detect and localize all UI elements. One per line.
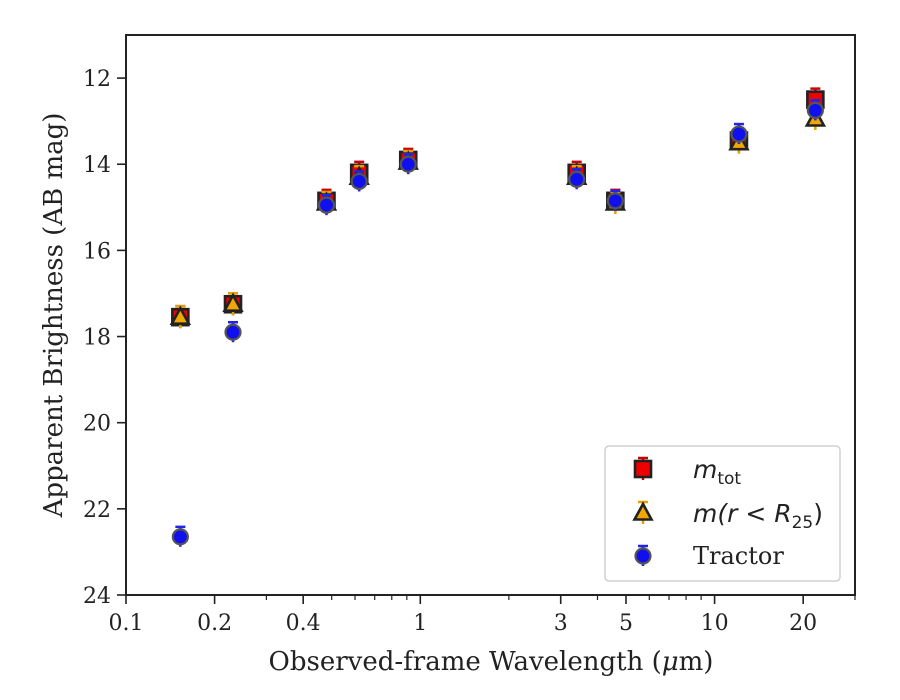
y-tick-label: 16 (83, 239, 111, 264)
legend-item: mtot (633, 455, 741, 489)
x-tick-label: 1 (413, 611, 427, 636)
x-tick-label: 10 (701, 611, 729, 636)
plot-frame (125, 34, 856, 596)
legend-circle (634, 547, 652, 565)
data-point (568, 168, 586, 190)
data-point (171, 525, 189, 547)
legend-label-tail: ) (813, 499, 823, 528)
data-point (806, 99, 824, 121)
data-point-circle (730, 125, 748, 143)
legend-label: m(r < R25) (693, 499, 823, 533)
data-point-circle (224, 323, 242, 341)
x-axis-title-pre: Observed-frame Wavelength ( (269, 647, 662, 677)
x-tick-label: 3 (554, 611, 568, 636)
series-square (171, 87, 825, 329)
data-point-circle (806, 101, 824, 119)
data-point (350, 170, 368, 192)
y-tick-label: 12 (83, 67, 111, 92)
x-tick-label: 20 (789, 611, 817, 636)
data-point-triangle (169, 305, 192, 325)
legend-square (633, 459, 653, 479)
data-point (606, 189, 624, 211)
y-tick-label: 20 (83, 412, 111, 437)
y-tick-label: 24 (83, 584, 111, 609)
legend-label-base: m (693, 455, 717, 484)
legend-item: Tractor (634, 542, 784, 570)
x-tick-label: 0.1 (109, 611, 144, 636)
legend-label-sub: 25 (792, 513, 814, 533)
x-tick-label: 0.4 (286, 611, 321, 636)
legend-label-base: m(r < R (693, 499, 792, 528)
legend-item: m(r < R25) (632, 499, 823, 533)
data-point-circle (171, 528, 189, 546)
y-tick-label: 22 (83, 498, 111, 523)
data-point (222, 291, 244, 316)
data-point-circle (606, 192, 624, 210)
series-triangle (169, 106, 827, 329)
x-axis-title-greek: μ (662, 647, 679, 677)
legend-label-sub: tot (717, 469, 741, 489)
x-tick-label: 0.2 (197, 611, 232, 636)
legend: mtot m(r < R25) Tractor (604, 445, 841, 582)
legend-box (604, 445, 841, 582)
data-point (224, 320, 242, 343)
y-axis-title: Apparent Brightness (AB mag) (39, 113, 69, 519)
y-axis: 12 14 16 18 20 22 24 (83, 67, 126, 609)
legend-label: Tractor (693, 542, 784, 570)
legend-label: mtot (693, 455, 741, 489)
x-axis-title: Observed-frame Wavelength (μm) (269, 647, 714, 677)
data-point-circle (399, 155, 417, 173)
data-point-circle (317, 196, 336, 214)
y-tick-label: 18 (83, 326, 111, 351)
data-point (399, 152, 417, 175)
x-tick-label: 5 (619, 611, 633, 636)
data-point (169, 304, 192, 329)
series-circle (171, 99, 824, 547)
data-point-circle (568, 170, 586, 188)
y-tick-label: 14 (83, 153, 111, 178)
plot-area (125, 34, 856, 596)
legend-triangle (632, 501, 654, 521)
data-point (317, 193, 336, 216)
data-point-triangle (222, 292, 244, 313)
data-point (730, 122, 748, 145)
x-axis: 0.1 0.2 0.4 1 3 5 10 20 (109, 595, 856, 636)
x-axis-title-post: m) (679, 647, 714, 677)
data-point-circle (350, 172, 368, 191)
